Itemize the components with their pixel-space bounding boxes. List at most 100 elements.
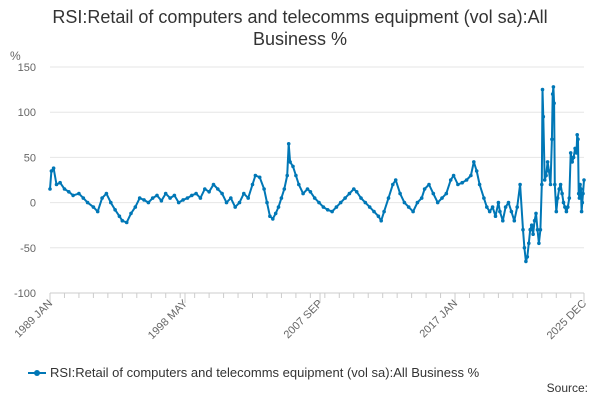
data-point[interactable]: [464, 178, 469, 182]
data-point[interactable]: [477, 182, 482, 187]
data-point[interactable]: [537, 241, 541, 246]
data-point[interactable]: [419, 196, 424, 200]
data-point[interactable]: [379, 218, 384, 223]
data-point[interactable]: [503, 205, 508, 209]
data-point[interactable]: [581, 191, 585, 196]
data-point[interactable]: [493, 214, 498, 218]
data-point[interactable]: [575, 133, 579, 137]
data-point[interactable]: [512, 218, 517, 223]
data-point[interactable]: [527, 241, 531, 246]
data-point[interactable]: [67, 190, 71, 194]
data-point[interactable]: [498, 209, 502, 214]
data-point[interactable]: [422, 187, 427, 191]
data-point[interactable]: [393, 178, 398, 182]
data-point[interactable]: [524, 259, 528, 264]
data-point[interactable]: [268, 214, 272, 218]
data-point[interactable]: [224, 200, 229, 205]
data-point[interactable]: [529, 223, 534, 227]
data-point[interactable]: [291, 164, 295, 169]
data-point[interactable]: [469, 173, 473, 178]
data-point[interactable]: [522, 246, 527, 250]
data-point[interactable]: [406, 205, 411, 209]
data-point[interactable]: [372, 209, 376, 214]
data-point[interactable]: [77, 191, 81, 196]
data-point[interactable]: [246, 196, 250, 200]
data-point[interactable]: [550, 92, 555, 96]
data-point[interactable]: [163, 191, 168, 196]
data-point[interactable]: [532, 218, 537, 223]
data-point[interactable]: [567, 196, 572, 200]
data-point[interactable]: [85, 200, 90, 205]
data-point[interactable]: [137, 196, 142, 200]
data-point[interactable]: [317, 200, 321, 205]
data-point[interactable]: [570, 160, 574, 164]
data-point[interactable]: [168, 196, 172, 200]
data-point[interactable]: [402, 200, 407, 205]
data-point[interactable]: [49, 169, 54, 173]
data-point[interactable]: [211, 182, 216, 187]
data-point[interactable]: [474, 169, 479, 173]
data-point[interactable]: [550, 137, 554, 142]
data-point[interactable]: [207, 190, 211, 194]
data-point[interactable]: [359, 196, 363, 200]
data-point[interactable]: [271, 217, 275, 221]
data-point[interactable]: [159, 199, 164, 203]
data-point[interactable]: [554, 209, 559, 214]
data-point[interactable]: [233, 205, 237, 209]
data-point[interactable]: [451, 173, 456, 178]
data-point[interactable]: [155, 193, 159, 198]
data-point[interactable]: [382, 209, 386, 214]
data-point[interactable]: [391, 182, 395, 187]
data-point[interactable]: [555, 196, 560, 200]
data-point[interactable]: [253, 173, 258, 178]
data-point[interactable]: [176, 200, 181, 205]
data-point[interactable]: [54, 182, 59, 187]
data-point[interactable]: [490, 205, 495, 209]
data-point[interactable]: [250, 182, 255, 187]
data-point[interactable]: [150, 196, 155, 200]
data-point[interactable]: [496, 200, 501, 205]
data-point[interactable]: [540, 182, 544, 187]
data-point[interactable]: [444, 191, 449, 196]
data-point[interactable]: [216, 187, 220, 191]
data-point[interactable]: [411, 209, 415, 214]
data-point[interactable]: [305, 187, 310, 191]
data-point[interactable]: [133, 205, 138, 209]
data-point[interactable]: [582, 178, 586, 182]
data-point[interactable]: [308, 190, 313, 194]
data-point[interactable]: [571, 155, 576, 160]
data-point[interactable]: [573, 146, 577, 151]
data-point[interactable]: [190, 193, 194, 198]
data-point[interactable]: [265, 200, 269, 205]
data-point[interactable]: [557, 187, 561, 191]
data-point[interactable]: [282, 187, 287, 191]
data-point[interactable]: [535, 227, 540, 232]
data-point[interactable]: [576, 191, 581, 196]
data-point[interactable]: [534, 211, 538, 216]
data-point[interactable]: [321, 205, 326, 209]
data-point[interactable]: [576, 137, 580, 142]
data-point[interactable]: [448, 178, 453, 182]
data-point[interactable]: [120, 218, 125, 223]
data-point[interactable]: [435, 200, 440, 205]
data-point[interactable]: [540, 87, 545, 92]
data-point[interactable]: [262, 187, 266, 191]
data-point[interactable]: [544, 173, 548, 178]
data-point[interactable]: [509, 209, 514, 214]
data-point[interactable]: [172, 193, 177, 198]
data-point[interactable]: [229, 196, 233, 200]
data-point[interactable]: [91, 205, 96, 209]
data-point[interactable]: [104, 191, 109, 196]
data-point[interactable]: [560, 191, 564, 196]
data-point[interactable]: [297, 182, 301, 187]
data-point[interactable]: [501, 218, 505, 223]
data-point[interactable]: [542, 178, 547, 182]
data-point[interactable]: [330, 209, 334, 214]
data-point[interactable]: [113, 208, 117, 212]
data-point[interactable]: [257, 175, 262, 180]
data-point[interactable]: [273, 211, 278, 216]
data-point[interactable]: [109, 200, 113, 205]
data-point[interactable]: [518, 182, 522, 187]
data-point[interactable]: [185, 196, 190, 200]
data-point[interactable]: [563, 205, 567, 209]
